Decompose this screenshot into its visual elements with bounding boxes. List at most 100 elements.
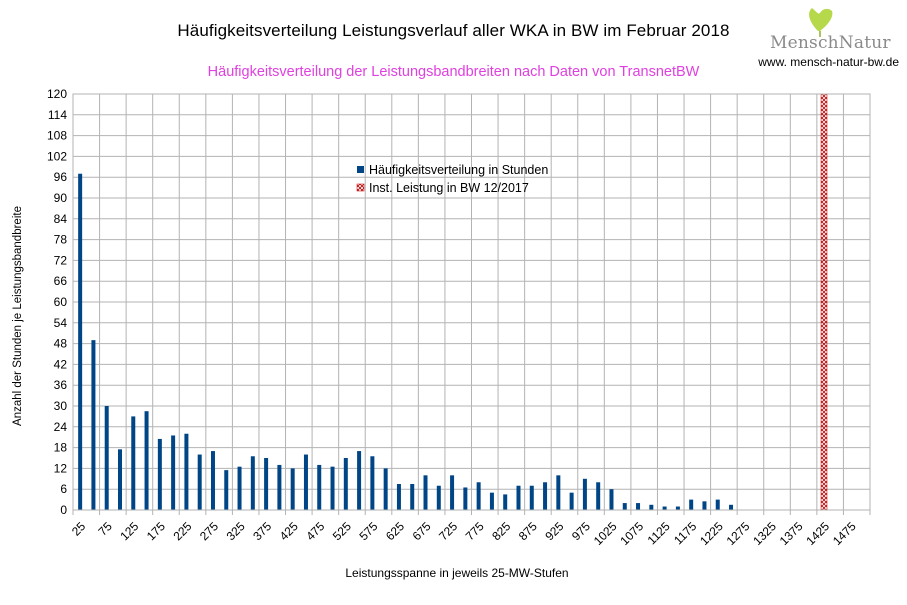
legend: Häufigkeitsverteilung in Stunden Inst. L… (356, 163, 548, 195)
logo-text: MenschNatur (770, 33, 891, 53)
bar (396, 484, 401, 510)
y-tick-label: 12 (54, 461, 68, 475)
y-tick-label: 18 (54, 441, 68, 455)
bar (144, 411, 149, 510)
x-tick-label: 75 (95, 519, 115, 539)
x-axis-label: Leistungsspanne in jeweils 25-MW-Stufen (345, 566, 568, 580)
bar (423, 475, 428, 510)
bar (543, 482, 548, 510)
marker-bar (820, 93, 828, 511)
x-tick-label: 1175 (671, 519, 699, 547)
bar (463, 487, 468, 510)
x-tick-label: 1075 (617, 519, 646, 548)
x-tick-label: 25 (69, 519, 89, 539)
x-tick-label: 625 (383, 519, 407, 543)
bar (582, 478, 587, 510)
bar (622, 503, 627, 510)
y-tick-label: 84 (54, 212, 68, 226)
y-axis-label: Anzahl der Stunden je Leistungsbandbreit… (12, 206, 24, 426)
bar (529, 485, 534, 510)
bar (117, 449, 122, 510)
bar (450, 475, 455, 510)
x-axis-tick-labels: 25 75 125 175 225 275 325 375 425 475 525 575 625 675… (69, 519, 859, 548)
bar (237, 466, 242, 510)
bar (596, 482, 601, 510)
bar (715, 499, 720, 510)
y-tick-label: 6 (60, 482, 67, 496)
bar (303, 454, 308, 510)
chart-subtitle: Häufigkeitsverteilung der Leistungsbandb… (207, 64, 700, 80)
bar (503, 494, 508, 510)
bar (636, 503, 641, 510)
x-tick-label: 1275 (724, 519, 753, 548)
bar (277, 464, 282, 510)
bar (131, 416, 136, 510)
bar (78, 173, 83, 510)
y-tick-label: 36 (54, 378, 68, 392)
x-tick-label: 425 (277, 519, 301, 543)
y-tick-label: 120 (47, 87, 67, 101)
legend-swatch-marker (356, 183, 365, 192)
x-tick-label: 1475 (830, 519, 859, 548)
ginkgo-leaf-logo-icon (809, 8, 833, 37)
bar (516, 485, 521, 510)
grid-lines (72, 93, 871, 515)
bar (729, 504, 734, 510)
x-tick-label: 1325 (750, 519, 779, 548)
y-tick-label: 48 (54, 337, 68, 351)
bar (91, 340, 96, 510)
bar (702, 501, 707, 510)
y-tick-label: 90 (54, 191, 68, 205)
bar (489, 492, 494, 510)
x-tick-label: 725 (436, 519, 460, 543)
y-tick-label: 72 (54, 253, 68, 267)
y-tick-label: 54 (54, 316, 68, 330)
x-tick-label: 825 (489, 519, 513, 543)
y-tick-label: 66 (54, 274, 68, 288)
bar (264, 458, 269, 510)
bar (171, 435, 176, 510)
y-tick-label: 78 (54, 233, 68, 247)
bar (343, 458, 348, 510)
bar (317, 464, 322, 510)
y-tick-label: 108 (47, 129, 67, 143)
x-tick-label: 175 (144, 519, 168, 543)
x-tick-label: 125 (117, 519, 141, 543)
bar (184, 433, 189, 510)
x-tick-label: 475 (303, 519, 327, 543)
y-tick-label: 96 (54, 170, 68, 184)
x-tick-label: 375 (250, 519, 274, 543)
x-tick-label: 1225 (697, 519, 726, 548)
x-tick-label: 1375 (777, 519, 806, 548)
legend-label-bars: Häufigkeitsverteilung in Stunden (369, 163, 548, 177)
bar (357, 451, 362, 510)
x-tick-label: 575 (356, 519, 380, 543)
bar (675, 506, 680, 510)
bar (556, 475, 561, 510)
bar (436, 485, 441, 510)
x-tick-label: 325 (224, 519, 248, 543)
website-url: www. mensch-natur-bw.de (758, 55, 899, 69)
bar (104, 406, 109, 510)
x-tick-label: 875 (516, 519, 540, 543)
y-tick-label: 102 (47, 149, 67, 163)
bar-series (78, 173, 734, 510)
bar (410, 484, 415, 510)
bar (210, 451, 215, 510)
bar (649, 504, 654, 510)
x-tick-label: 925 (542, 519, 566, 543)
x-tick-label: 1425 (803, 519, 832, 548)
y-axis-tick-labels: 0 6 12 18 24 30 36 42 48 54 60 66 72 78 84 90 96 102 108 11… (47, 87, 67, 517)
bar (689, 499, 694, 510)
bar (662, 506, 667, 510)
x-tick-label: 1125 (645, 519, 673, 547)
bar (197, 454, 202, 510)
chart-title: Häufigkeitsverteilung Leistungsverlauf a… (177, 21, 730, 40)
installed-capacity-marker (820, 93, 828, 511)
bar (157, 438, 162, 510)
x-tick-label: 775 (463, 519, 487, 543)
y-tick-label: 42 (54, 357, 68, 371)
legend-swatch-bars (357, 166, 364, 173)
bar (569, 492, 574, 510)
